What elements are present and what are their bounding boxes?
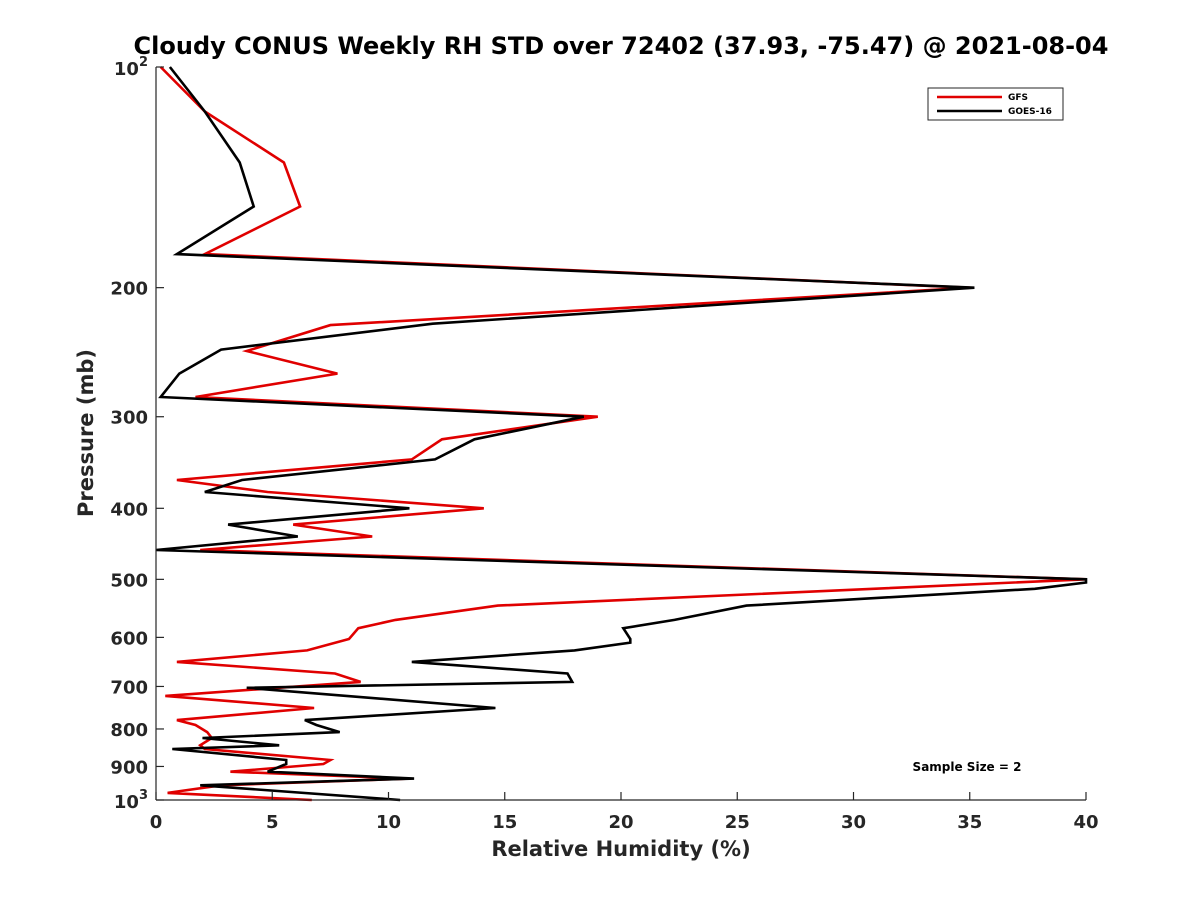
y-tick-label: 500: [110, 570, 148, 591]
x-tick-label: 5: [266, 812, 279, 833]
y-tick-label: 800: [110, 720, 148, 741]
x-tick-label: 25: [725, 812, 750, 833]
series-layer: [155, 66, 1088, 802]
y-tick-label: 103: [114, 788, 148, 813]
plot-background: [156, 67, 1086, 800]
legend-label-gfs: GFS: [1008, 93, 1028, 103]
y-tick-label: 200: [110, 279, 148, 300]
x-ticks: 0 5 10 15 20 25 30 35 40: [150, 792, 1099, 833]
sample-size-annotation: Sample Size = 2: [913, 760, 1022, 774]
x-tick-label: 10: [376, 812, 401, 833]
x-tick-label: 0: [150, 812, 163, 833]
x-tick-label: 35: [957, 812, 982, 833]
chart-title: Cloudy CONUS Weekly RH STD over 72402 (3…: [134, 32, 1109, 60]
x-tick-label: 40: [1073, 812, 1098, 833]
plot-area: 0 5 10 15 20 25 30 35 40 200 300 400 500 600 700 800 90…: [110, 55, 1098, 833]
legend-box: [927, 87, 1064, 121]
series-line-goes16: [155, 66, 1088, 802]
y-tick-label: 600: [110, 628, 148, 649]
y-tick-label: 300: [110, 408, 148, 429]
y-tick-label: 400: [110, 499, 148, 520]
legend: GFS GOES-16: [927, 87, 1064, 121]
x-tick-label: 15: [492, 812, 517, 833]
y-tick-label: 900: [110, 757, 148, 778]
y-tick-label: 102: [114, 55, 148, 80]
y-axis-label: Pressure (mb): [74, 349, 98, 517]
x-tick-label: 30: [841, 812, 866, 833]
x-tick-label: 20: [608, 812, 633, 833]
y-ticks: 200 300 400 500 600 700 800 900 102 103: [110, 55, 164, 813]
x-axis-label: Relative Humidity (%): [491, 837, 750, 861]
y-tick-label: 700: [110, 677, 148, 698]
legend-label-goes16: GOES-16: [1008, 107, 1052, 117]
